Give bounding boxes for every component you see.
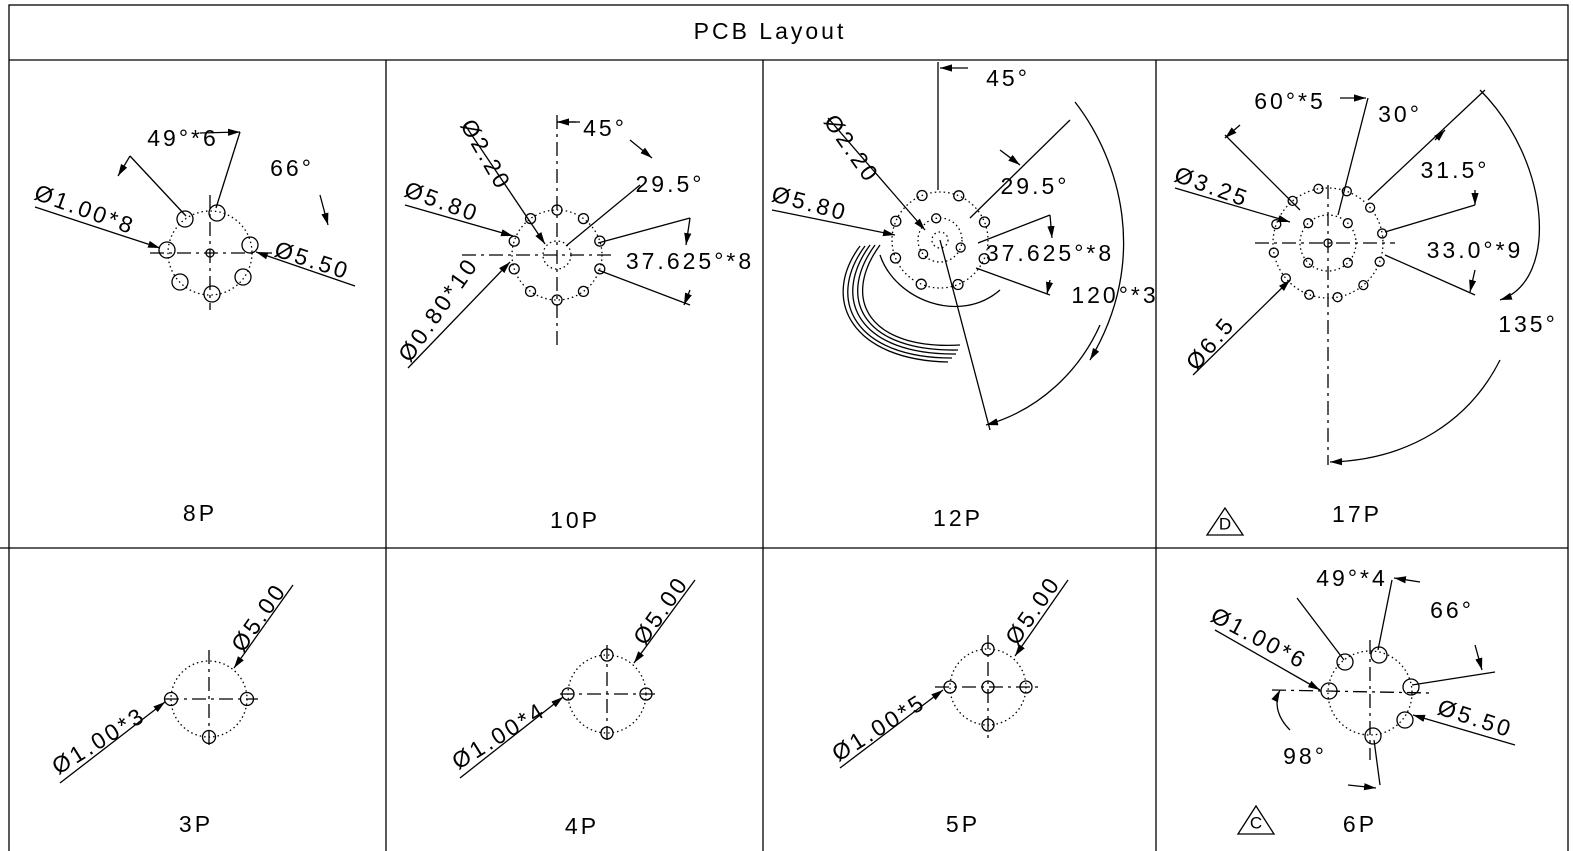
hole bbox=[159, 242, 175, 258]
annotation: 45° bbox=[986, 65, 1030, 91]
hole bbox=[1305, 290, 1314, 299]
annotation: 37.625°*8 bbox=[626, 248, 754, 274]
pitch-circle bbox=[950, 649, 1026, 725]
annotation: Ø1.00*6 bbox=[1207, 602, 1312, 674]
annotation: Ø3.25 bbox=[1171, 161, 1253, 212]
hole bbox=[1343, 258, 1352, 267]
annotation: 66° bbox=[270, 155, 314, 181]
title: PCB Layout bbox=[694, 18, 847, 44]
hole bbox=[1365, 728, 1381, 744]
revision-mark: D bbox=[1219, 514, 1231, 533]
panel-12p: 45° Ø2.20 Ø5.80 29.5° 37.625°*8 120°*3 1… bbox=[769, 62, 1159, 531]
annotation: Ø1.00*5 bbox=[827, 688, 930, 766]
annotation: 66° bbox=[1430, 597, 1474, 623]
panel-10p: Ø2.20 45° Ø5.80 29.5° 37.625°*8 Ø0.80*10… bbox=[393, 115, 754, 534]
annotation: Ø5.00 bbox=[1000, 571, 1066, 650]
panel-label: 3P bbox=[179, 811, 213, 837]
hole bbox=[953, 280, 963, 290]
annotation: Ø5.80 bbox=[769, 181, 851, 226]
annotation: Ø1.00*3 bbox=[47, 701, 150, 779]
revision-mark: C bbox=[1250, 813, 1262, 832]
hole bbox=[204, 286, 220, 302]
panel-6p: 49°*4 66° Ø1.00*6 Ø5.50 98° 6P C bbox=[1207, 565, 1517, 837]
annotation: Ø5.00 bbox=[628, 571, 694, 650]
annotation: Ø6.5 bbox=[1181, 311, 1241, 375]
annotation: 60°*5 bbox=[1254, 88, 1326, 114]
drawing: PCB Layout 49°*6 66° Ø1.00*8 Ø5.50 8P Ø2… bbox=[0, 0, 1573, 851]
hole bbox=[891, 216, 901, 226]
hole bbox=[1272, 220, 1281, 229]
annotation: Ø5.50 bbox=[1435, 694, 1517, 743]
panel-4p: Ø5.00 Ø1.00*4 4P bbox=[447, 571, 695, 839]
panel-5p: Ø5.00 Ø1.00*5 5P bbox=[827, 571, 1068, 837]
annotation: 49°*4 bbox=[1316, 565, 1388, 591]
hole bbox=[1304, 258, 1313, 267]
hole bbox=[1281, 274, 1290, 283]
annotation: Ø1.00*8 bbox=[31, 179, 139, 239]
annotation: Ø1.00*4 bbox=[447, 696, 550, 774]
annotation: 120°*3 bbox=[1071, 282, 1158, 308]
panel-label: 10P bbox=[550, 507, 600, 533]
annotation: Ø2.20 bbox=[455, 115, 516, 195]
hole bbox=[1288, 196, 1297, 205]
hole bbox=[1359, 281, 1368, 290]
annotation: Ø5.00 bbox=[226, 578, 292, 657]
annotation: 37.625°*8 bbox=[986, 240, 1114, 266]
annotation: 98° bbox=[1283, 743, 1327, 769]
panel-17p: 60°*5 30° 31.5° Ø3.25 33.0°*9 135° Ø6.5 … bbox=[1171, 88, 1558, 535]
annotation: 33.0°*9 bbox=[1427, 237, 1524, 263]
annotation: 45° bbox=[583, 115, 627, 141]
hole bbox=[526, 286, 536, 296]
panel-8p: 49°*6 66° Ø1.00*8 Ø5.50 8P bbox=[31, 125, 355, 526]
hole bbox=[956, 243, 965, 252]
panel-label: 12P bbox=[933, 505, 983, 531]
hole bbox=[890, 253, 900, 263]
annotation: Ø2.20 bbox=[819, 109, 885, 188]
hole bbox=[1337, 654, 1353, 670]
annotation: 29.5° bbox=[636, 171, 705, 197]
hole bbox=[1371, 647, 1387, 663]
annotation: 31.5° bbox=[1421, 157, 1490, 183]
annotation: 135° bbox=[1498, 311, 1558, 337]
annotation: 29.5° bbox=[1001, 173, 1070, 199]
annotation: 30° bbox=[1378, 101, 1422, 127]
hole bbox=[1397, 712, 1413, 728]
annotation: 49°*6 bbox=[147, 125, 219, 151]
annotation: Ø5.80 bbox=[401, 176, 483, 227]
hole bbox=[919, 250, 928, 259]
hole bbox=[1304, 219, 1313, 228]
panel-label: 4P bbox=[565, 813, 599, 839]
hole bbox=[954, 191, 964, 201]
hole bbox=[578, 286, 588, 296]
panel-label: 6P bbox=[1343, 811, 1377, 837]
hole bbox=[509, 236, 519, 246]
hole bbox=[235, 269, 251, 285]
hole bbox=[209, 205, 225, 221]
hole bbox=[980, 217, 990, 227]
annotation: Ø5.50 bbox=[272, 236, 354, 285]
panel-label: 8P bbox=[183, 500, 217, 526]
panel-label: 17P bbox=[1332, 501, 1382, 527]
hole bbox=[242, 237, 258, 253]
panel-label: 5P bbox=[946, 811, 980, 837]
panel-3p: Ø5.00 Ø1.00*3 3P bbox=[47, 578, 293, 837]
annotation: Ø0.80*10 bbox=[393, 252, 484, 366]
